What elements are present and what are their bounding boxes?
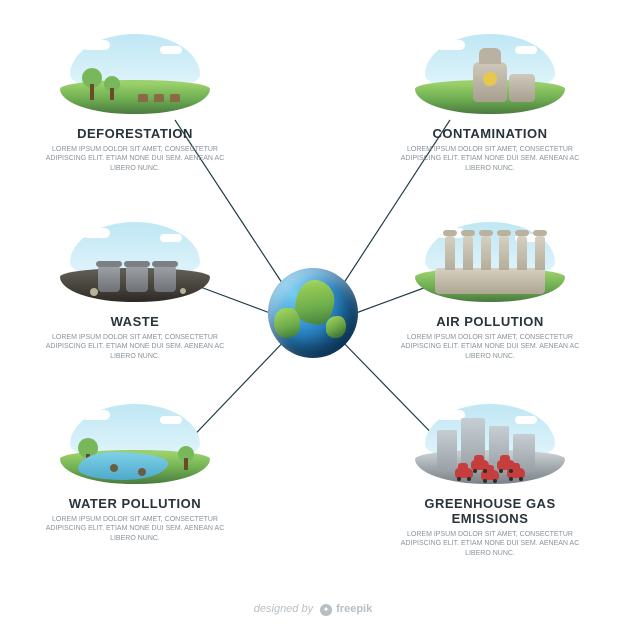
item-desc: LOREM IPSUM DOLOR SIT AMET, CONSECTETUR … — [35, 145, 235, 173]
attribution-prefix: designed by — [254, 603, 313, 615]
item-water-pollution: WATER POLLUTION LOREM IPSUM DOLOR SIT AM… — [35, 400, 235, 543]
contamination-illustration — [415, 30, 565, 120]
attribution: designed by ✦ freepik — [0, 603, 626, 616]
greenhouse-illustration — [415, 400, 565, 490]
deforestation-illustration — [60, 30, 210, 120]
item-title: GREENHOUSE GAS EMISSIONS — [390, 496, 590, 526]
earth-globe-icon — [268, 268, 358, 358]
attribution-brand: freepik — [336, 603, 372, 615]
item-title: WASTE — [35, 314, 235, 329]
freepik-logo-icon: ✦ — [320, 604, 332, 616]
item-title: CONTAMINATION — [390, 126, 590, 141]
item-desc: LOREM IPSUM DOLOR SIT AMET, CONSECTETUR … — [390, 333, 590, 361]
item-contamination: CONTAMINATION LOREM IPSUM DOLOR SIT AMET… — [390, 30, 590, 173]
item-desc: LOREM IPSUM DOLOR SIT AMET, CONSECTETUR … — [390, 530, 590, 558]
item-title: DEFORESTATION — [35, 126, 235, 141]
item-air-pollution: AIR POLLUTION LOREM IPSUM DOLOR SIT AMET… — [390, 218, 590, 361]
infographic-canvas: DEFORESTATION LOREM IPSUM DOLOR SIT AMET… — [0, 0, 626, 626]
waste-illustration — [60, 218, 210, 308]
item-title: AIR POLLUTION — [390, 314, 590, 329]
water-pollution-illustration — [60, 400, 210, 490]
item-deforestation: DEFORESTATION LOREM IPSUM DOLOR SIT AMET… — [35, 30, 235, 173]
item-desc: LOREM IPSUM DOLOR SIT AMET, CONSECTETUR … — [390, 145, 590, 173]
air-pollution-illustration — [415, 218, 565, 308]
item-desc: LOREM IPSUM DOLOR SIT AMET, CONSECTETUR … — [35, 515, 235, 543]
item-desc: LOREM IPSUM DOLOR SIT AMET, CONSECTETUR … — [35, 333, 235, 361]
item-greenhouse: GREENHOUSE GAS EMISSIONS LOREM IPSUM DOL… — [390, 400, 590, 558]
item-title: WATER POLLUTION — [35, 496, 235, 511]
item-waste: WASTE LOREM IPSUM DOLOR SIT AMET, CONSEC… — [35, 218, 235, 361]
